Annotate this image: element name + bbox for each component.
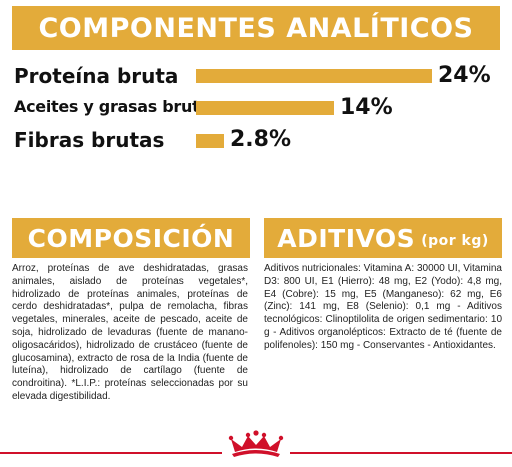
fats-percent: 14% [340,95,393,120]
composition-text: Arroz, proteínas de ave deshidratadas, g… [12,263,248,402]
crown-logo-icon [222,430,290,460]
analytics-title: COMPONENTES ANALÍTICOS [38,12,474,44]
analytics-title-banner: COMPONENTES ANALÍTICOS [12,6,500,50]
additives-title-suffix: (por kg) [421,233,489,249]
fiber-label: Fibras brutas [14,128,165,152]
additives-title: ADITIVOS [277,223,416,253]
fiber-percent: 2.8% [230,127,292,152]
protein-label: Proteína bruta [14,64,179,88]
fats-label: Aceites y grasas brutos [14,97,220,116]
protein-percent: 24% [438,63,491,88]
protein-bar [196,69,432,83]
fats-bar [196,101,334,115]
fiber-bar [196,134,224,148]
composition-title-banner: COMPOSICIÓN [12,218,250,258]
composition-title: COMPOSICIÓN [27,223,235,253]
additives-title-banner: ADITIVOS (por kg) [264,218,502,258]
additives-text: Aditivos nutricionales: Vitamina A: 3000… [264,263,502,351]
